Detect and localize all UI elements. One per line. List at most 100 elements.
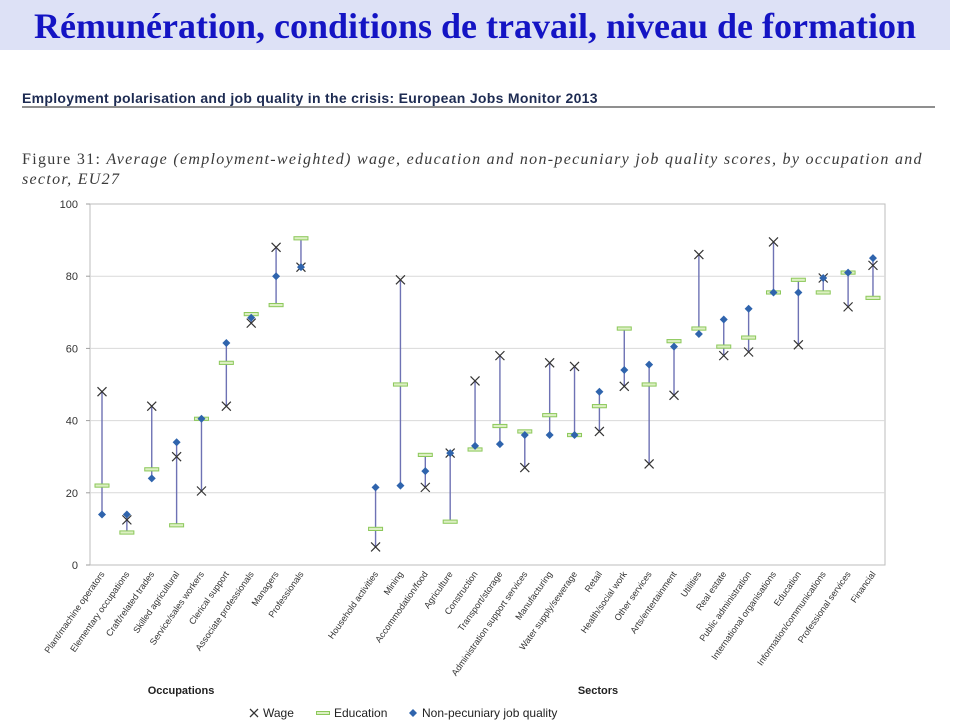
category-marks [492,350,508,449]
education-marker [368,526,384,531]
education-marker [392,382,408,387]
wage-marker [569,361,580,372]
category-marks [840,268,856,312]
x-tick-label: Accommodation/food [373,569,430,644]
npjq-marker [570,431,579,440]
category-marks [865,254,881,300]
npjq-marker [172,438,181,447]
figure-title: Average (employment-weighted) wage, educ… [22,151,923,188]
wage-marker [420,482,431,493]
legend-item-wage: Wage [249,706,294,720]
category-marks [392,274,408,490]
y-tick-label: 80 [66,271,78,283]
wage-marker [171,451,182,462]
figure-label: Figure 31: [22,151,102,168]
education-marker [666,339,682,344]
wage-marker [669,390,679,401]
category-marks [790,277,806,350]
npjq-marker [247,313,256,322]
education-marker [591,404,607,409]
category-marks [94,386,110,519]
report-header-rule [22,106,935,108]
education-marker [268,302,284,308]
education-marker [492,423,508,429]
education-marker [144,467,160,472]
category-marks [616,326,632,392]
category-marks [442,448,458,524]
education-marker [741,335,757,340]
category-marks [417,452,433,493]
x-tick-label: Skilled agricultural [131,569,181,635]
education-marker [616,326,632,331]
npjq-marker [844,268,853,277]
category-marks [218,338,234,412]
npjq-marker [495,440,504,449]
npjq-marker [645,360,654,369]
category-marks [467,375,483,452]
legend-label-education: Education [334,706,388,720]
x-tick-label: Utilities [679,569,704,599]
wage-marker [793,339,804,350]
wage-marker [97,386,107,397]
wage-marker [644,458,655,469]
group-label-occupations: Occupations [147,685,215,697]
education-marker [293,236,309,241]
wage-marker [196,486,207,496]
npjq-marker [471,441,480,450]
education-marker [790,277,806,282]
npjq-marker [595,387,604,396]
x-tick-label: Retail [583,569,604,594]
npjq-marker [620,366,629,375]
education-marker [218,360,234,365]
category-marks [368,483,384,552]
wage-marker [544,357,555,368]
category-marks [591,387,607,437]
slide-title-band: Rémunération, conditions de travail, niv… [0,0,950,50]
y-tick-label: 20 [66,488,78,500]
npjq-marker [744,304,753,313]
npjq-marker [819,274,828,283]
education-marker [542,413,558,418]
npjq-marker [421,467,430,476]
education-marker [865,295,881,300]
wage-marker [843,301,854,312]
education-marker [716,344,732,349]
y-tick-label: 40 [66,416,78,428]
category-marks [542,357,558,440]
npjq-marker [694,329,703,338]
x-tick-label: Financial [849,569,878,604]
wage-marker [519,462,530,473]
category-marks [268,242,284,308]
education-marker [442,519,458,524]
npjq-marker [446,449,455,458]
category-marks [169,438,185,528]
category-marks [193,414,209,496]
education-marker [815,290,831,295]
x-tick-label: Mining [382,569,405,596]
wage-marker [395,274,406,285]
category-marks [517,429,533,473]
npjq-marker [794,288,803,297]
report-header: Employment polarisation and job quality … [22,90,598,106]
wage-marker [271,242,282,253]
wage-marker [693,249,704,260]
x-tick-label: Household activities [326,569,380,641]
legend-label-npjq: Non-pecuniary job quality [422,706,558,720]
wage-marker [768,236,779,247]
category-marks [293,236,309,273]
wage-marker [594,426,605,437]
figure-caption: Figure 31: Average (employment-weighted)… [22,150,956,190]
npjq-marker [222,338,231,347]
category-marks [765,236,781,297]
y-tick-label: 0 [72,560,78,572]
npjq-marker [197,414,206,423]
x-marker-icon [249,708,259,718]
plot-area [89,203,886,566]
npjq-marker [719,315,728,324]
education-marker [691,326,707,331]
education-marker [119,530,135,535]
legend-item-education: Education [316,706,387,720]
wage-marker [470,375,480,386]
wage-marker [246,318,257,329]
